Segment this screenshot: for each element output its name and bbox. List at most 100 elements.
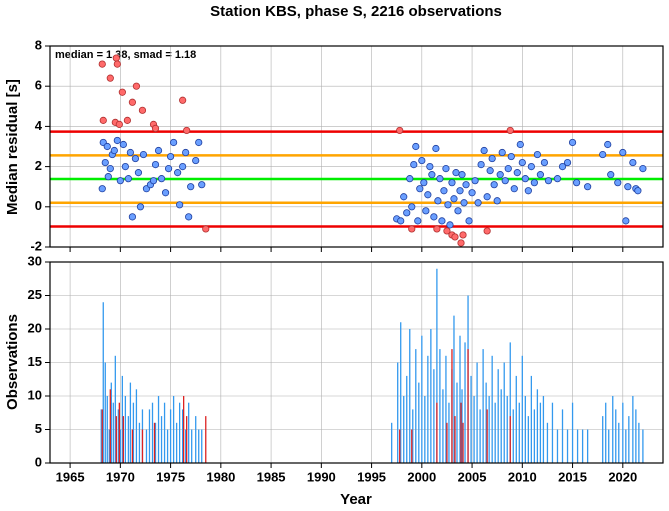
- point: [629, 158, 637, 167]
- point: [516, 140, 524, 149]
- point: [131, 154, 140, 163]
- point: [604, 140, 612, 149]
- point: [424, 191, 432, 199]
- point: [442, 165, 450, 173]
- point: [544, 177, 553, 185]
- point: [474, 199, 482, 207]
- x-tick-label: 2015: [558, 469, 587, 484]
- x-axis-label: Year: [340, 491, 372, 508]
- point: [460, 199, 468, 207]
- y-tick-label: 4: [35, 118, 43, 133]
- plot-frame: [49, 45, 664, 248]
- point: [496, 171, 504, 179]
- annotation: median = 1.38, smad = 1.18: [55, 49, 196, 61]
- point: [614, 179, 622, 187]
- point: [426, 163, 434, 171]
- point: [572, 179, 581, 187]
- point: [563, 158, 572, 167]
- point: [106, 74, 114, 82]
- point: [151, 160, 160, 169]
- point: [436, 175, 444, 183]
- point: [558, 163, 567, 171]
- point: [458, 171, 466, 179]
- point: [622, 217, 630, 225]
- y-tick-label: 15: [28, 354, 42, 369]
- point: [521, 175, 529, 183]
- y-axis-label: Median residual [s]: [4, 79, 21, 215]
- y-tick-label: -2: [30, 238, 42, 253]
- point: [113, 60, 121, 68]
- point: [118, 88, 126, 96]
- x-tick-label: 1970: [106, 469, 135, 484]
- point: [530, 179, 538, 187]
- point: [418, 156, 426, 165]
- point: [462, 181, 470, 189]
- point: [174, 169, 182, 177]
- point: [182, 148, 190, 157]
- point: [121, 163, 129, 171]
- point: [446, 221, 454, 229]
- point: [170, 138, 178, 147]
- x-tick-label: 1965: [56, 469, 85, 484]
- y-tick-label: 10: [28, 387, 42, 402]
- point: [408, 203, 416, 211]
- point: [185, 213, 193, 221]
- point: [183, 126, 191, 135]
- point: [483, 227, 491, 235]
- point: [104, 173, 112, 181]
- point: [471, 177, 479, 185]
- point: [553, 175, 562, 183]
- point: [166, 152, 175, 161]
- point: [192, 156, 200, 165]
- point: [124, 175, 132, 183]
- point: [110, 146, 118, 155]
- point: [98, 60, 106, 68]
- point: [126, 148, 134, 157]
- y-tick-label: 30: [28, 253, 42, 268]
- point: [454, 207, 462, 215]
- point: [504, 165, 512, 173]
- x-tick-label: 1995: [357, 469, 386, 484]
- point: [410, 160, 418, 169]
- point: [513, 169, 521, 177]
- x-tick-label: 1990: [307, 469, 336, 484]
- point: [501, 177, 509, 185]
- point: [432, 144, 440, 153]
- point: [101, 158, 109, 167]
- x-tick-label: 1985: [257, 469, 286, 484]
- point: [434, 197, 442, 205]
- point: [187, 183, 195, 191]
- x-tick-label: 2010: [508, 469, 537, 484]
- point: [498, 148, 506, 157]
- point: [139, 150, 148, 159]
- point: [457, 239, 465, 247]
- point: [524, 187, 532, 195]
- point: [443, 227, 451, 235]
- y-tick-label: 6: [35, 78, 42, 93]
- point: [510, 185, 518, 193]
- point: [396, 126, 404, 135]
- point: [403, 209, 411, 217]
- point: [540, 158, 549, 167]
- y-tick-label: 8: [35, 37, 42, 52]
- point: [607, 171, 615, 179]
- point: [477, 160, 485, 169]
- x-tick-label: 2000: [407, 469, 436, 484]
- point: [486, 167, 494, 175]
- point: [99, 116, 107, 124]
- point: [406, 175, 414, 183]
- x-tick-label: 1980: [206, 469, 235, 484]
- x-tick-label: 1975: [156, 469, 185, 484]
- point: [440, 187, 448, 195]
- point: [465, 217, 473, 225]
- y-tick-label: 2: [35, 158, 42, 173]
- point: [483, 193, 491, 201]
- point: [416, 185, 424, 193]
- point: [422, 207, 430, 215]
- point: [106, 165, 114, 173]
- point: [456, 187, 464, 195]
- point: [536, 171, 545, 179]
- point: [408, 225, 416, 233]
- point: [433, 225, 441, 233]
